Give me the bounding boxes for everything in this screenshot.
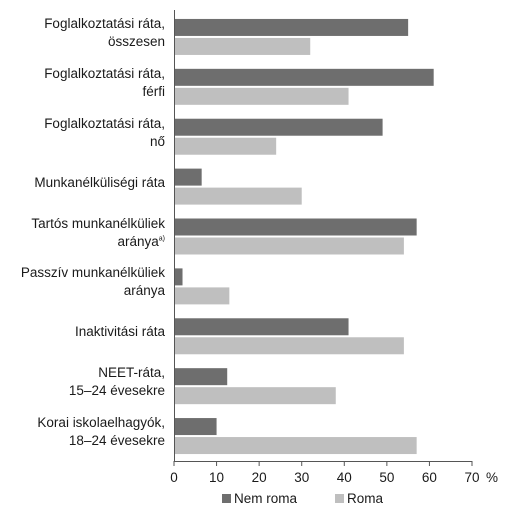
x-tick-label: 10 [209, 470, 224, 485]
bar-nem-roma-2 [174, 118, 383, 136]
bar-nem-roma-1 [174, 68, 434, 86]
category-label-line: összesen [107, 33, 165, 49]
x-tick-label: 50 [379, 470, 394, 485]
x-tick-label: 70 [464, 470, 479, 485]
x-tick-label: 0 [170, 470, 178, 485]
category-label-line: NEET-ráta, [98, 365, 165, 381]
bar-roma-8 [174, 437, 417, 455]
bar-roma-6 [174, 337, 404, 355]
x-tick-label: 30 [294, 470, 309, 485]
bar-roma-7 [174, 387, 336, 405]
bar-nem-roma-0 [174, 18, 409, 36]
bar-roma-3 [174, 187, 302, 205]
legend-label-nem-roma: Nem roma [234, 491, 298, 506]
legend-swatch-nem-roma [222, 494, 231, 503]
bar-roma-0 [174, 37, 311, 55]
bar-nem-roma-6 [174, 318, 349, 336]
category-label-line: férfi [142, 83, 165, 99]
bar-nem-roma-4 [174, 218, 417, 236]
category-label-7: NEET-ráta, 15–24 évesekre [69, 364, 165, 400]
category-label-line: Foglalkoztatási ráta, [44, 15, 165, 31]
category-label-line: Inaktivitási ráta [74, 324, 165, 340]
category-label-5: Passzív munkanélküliek aránya [21, 264, 165, 300]
bar-roma-2 [174, 137, 277, 155]
category-label-line: 15–24 évesekre [68, 383, 165, 399]
category-label-line: 18–24 évesekre [68, 433, 165, 449]
category-label-line: Foglalkoztatási ráta, [44, 115, 165, 131]
category-label-line: arányaa) [117, 233, 165, 249]
bar-nem-roma-5 [174, 268, 183, 286]
legend-label-roma: Roma [347, 491, 384, 506]
category-label-line: Passzív munkanélküliek [20, 265, 165, 281]
category-label-6: Inaktivitási ráta [75, 323, 165, 341]
bar-roma-1 [174, 87, 349, 105]
category-label-line: Munkanélküliségi ráta [34, 174, 165, 190]
category-label-line: Korai iskolaelhagyók, [37, 415, 165, 431]
category-label-line: nő [149, 133, 165, 149]
category-label-3: Munkanélküliségi ráta [34, 174, 165, 192]
category-label-4: Tartós munkanélküliek arányaa) [31, 215, 165, 251]
category-label-line: Foglalkoztatási ráta, [44, 65, 165, 81]
x-tick-label: 60 [422, 470, 437, 485]
category-footnote: a) [158, 235, 165, 242]
x-tick-label: 20 [252, 470, 267, 485]
bar-nem-roma-3 [174, 168, 202, 186]
category-label-line: aránya [123, 283, 165, 299]
category-label-0: Foglalkoztatási ráta, összesen [44, 15, 165, 51]
x-axis-unit: % [486, 470, 498, 485]
category-label-line: Tartós munkanélküliek [31, 215, 165, 231]
x-tick-label: 40 [337, 470, 352, 485]
bar-roma-4 [174, 237, 404, 255]
bar-nem-roma-8 [174, 418, 217, 436]
legend-swatch-roma [335, 494, 344, 503]
bar-roma-5 [174, 287, 230, 305]
bar-nem-roma-7 [174, 368, 228, 386]
category-label-8: Korai iskolaelhagyók, 18–24 évesekre [37, 414, 165, 450]
category-label-2: Foglalkoztatási ráta, nő [44, 115, 165, 151]
category-label-1: Foglalkoztatási ráta, férfi [44, 65, 165, 101]
